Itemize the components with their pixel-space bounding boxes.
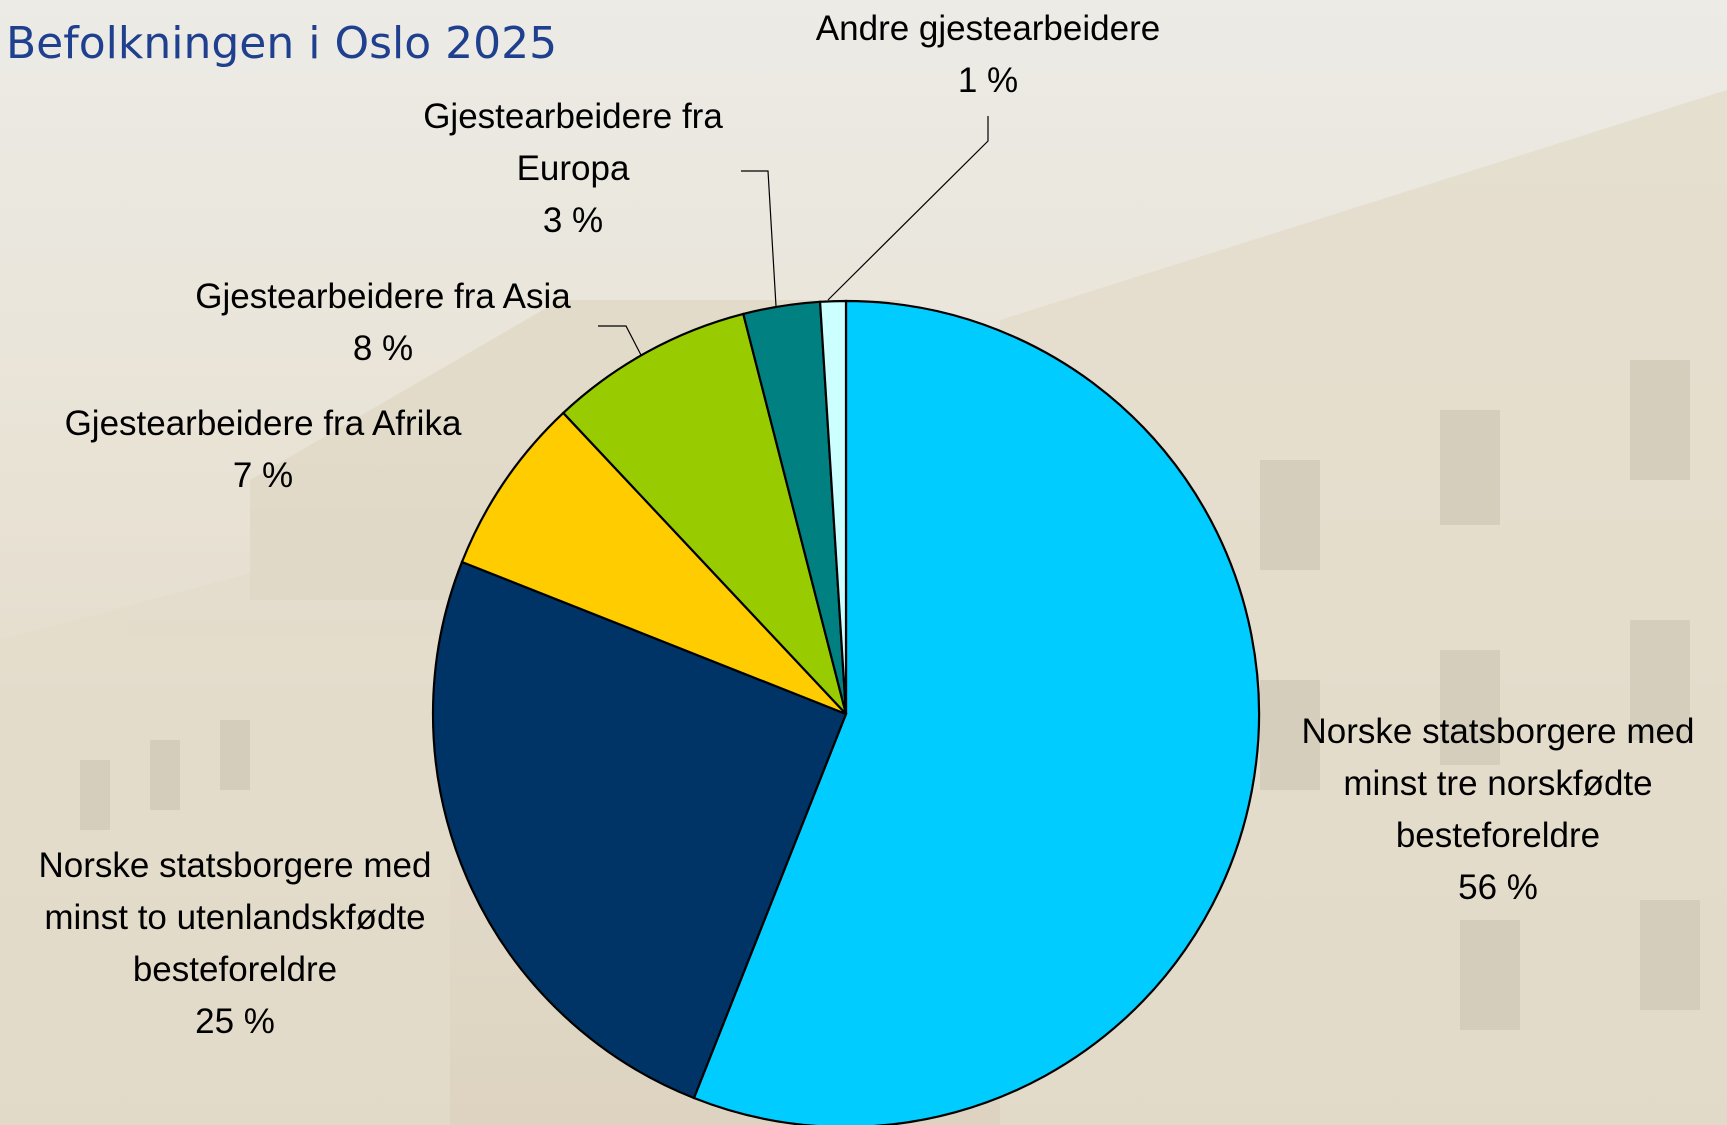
category-label: Norske statsborgere med minst to utenlan…	[38, 846, 432, 989]
slice-label: Norske statsborgere med minst tre norskf…	[1263, 706, 1727, 914]
pie-slice	[692, 299, 1261, 1125]
slice-label: Norske statsborgere med minst to utenlan…	[0, 840, 470, 1048]
slice-label: Gjestearbeidere fra Asia 8 %	[73, 271, 693, 375]
pie	[431, 299, 1261, 1125]
category-label: Gjestearbeidere fra Europa	[423, 97, 723, 188]
pie-slice	[561, 312, 848, 715]
slice-label: Andre gjestearbeidere 1 %	[738, 3, 1238, 107]
category-label: Andre gjestearbeidere	[815, 9, 1161, 48]
value-label: 25 %	[195, 1002, 275, 1041]
pie-slice	[818, 299, 848, 715]
value-label: 56 %	[1458, 868, 1538, 907]
pie-slice	[460, 411, 847, 716]
value-label: 3 %	[542, 201, 604, 240]
value-label: 7 %	[232, 456, 294, 495]
category-label: Gjestearbeidere fra Afrika	[64, 404, 462, 443]
chart-title: Befolkningen i Oslo 2025	[6, 18, 558, 69]
background-windows	[80, 360, 1700, 1030]
category-label: Norske statsborgere med minst tre norskf…	[1301, 712, 1695, 855]
value-label: 8 %	[352, 329, 414, 368]
slice-label: Gjestearbeidere fra Afrika 7 %	[0, 398, 573, 502]
leader-lines	[598, 116, 989, 356]
category-label: Gjestearbeidere fra Asia	[195, 277, 571, 316]
pie-slice	[431, 560, 848, 1100]
value-label: 1 %	[957, 61, 1019, 100]
slice-label: Gjestearbeidere fra Europa 3 %	[393, 91, 753, 247]
